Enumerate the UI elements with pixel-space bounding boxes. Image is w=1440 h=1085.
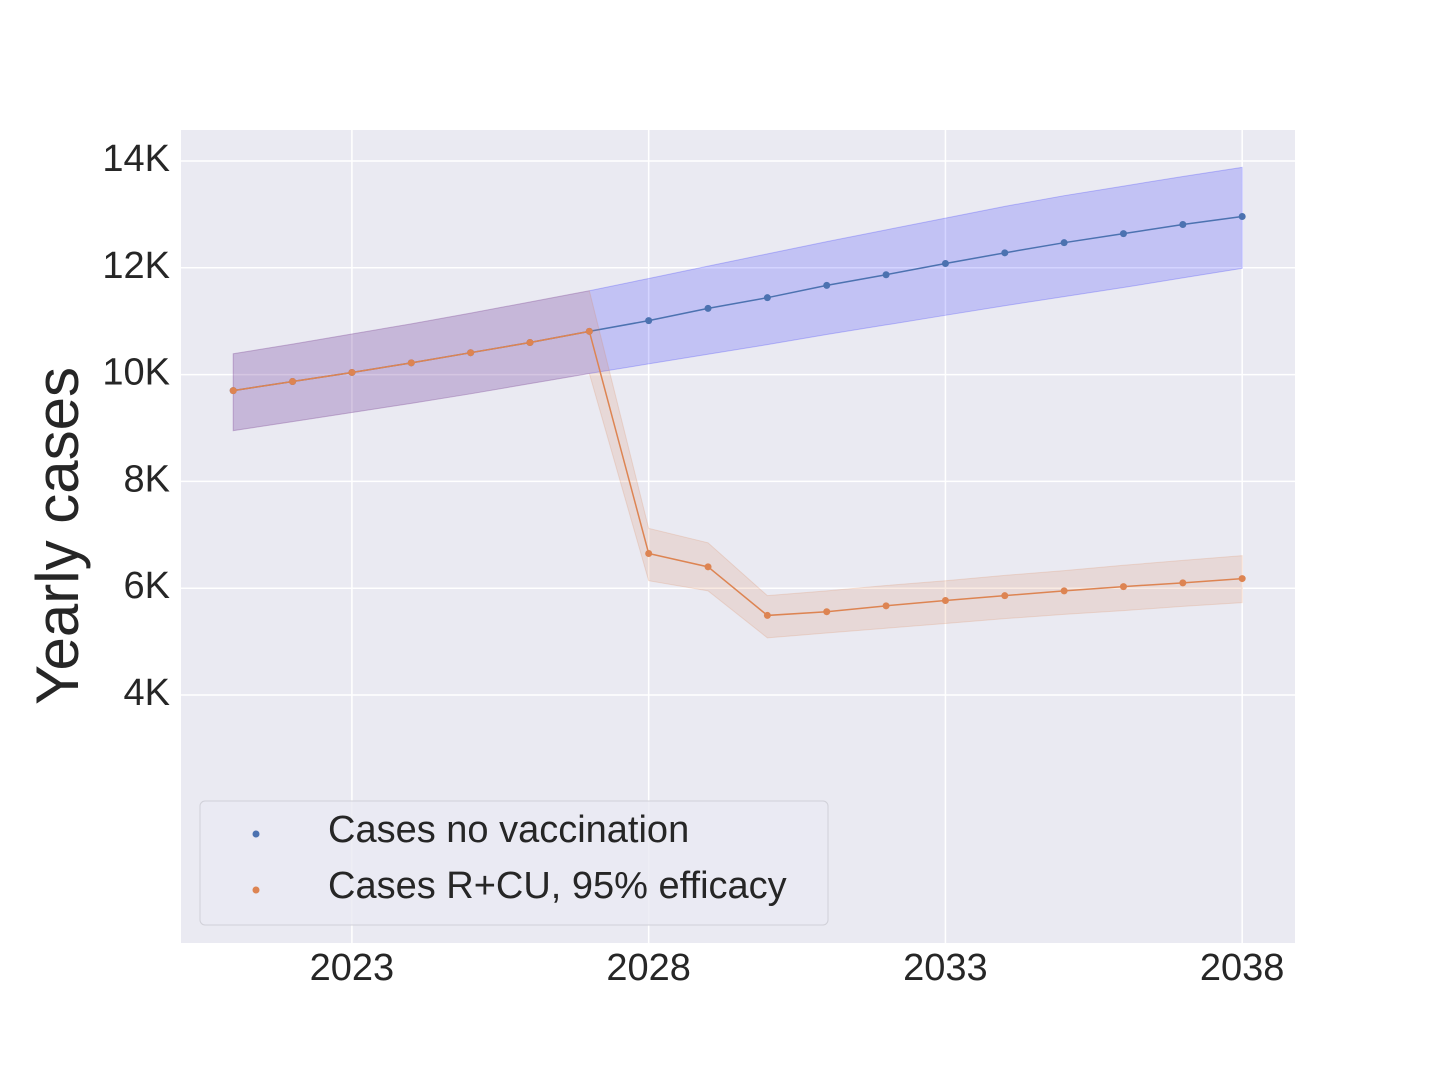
data-point — [229, 387, 237, 395]
y-tick-label: 10K — [102, 352, 170, 394]
y-tick-label: 12K — [102, 245, 170, 287]
confidence-band — [232, 166, 1243, 432]
legend-label: Cases R+CU, 95% efficacy — [328, 865, 787, 907]
data-point — [467, 349, 475, 357]
data-point — [1060, 587, 1068, 595]
x-tick-label: 2038 — [1200, 947, 1285, 989]
data-point — [585, 327, 593, 335]
legend: Cases no vaccination Cases R+CU, 95% effi… — [199, 800, 829, 926]
data-point — [407, 359, 415, 367]
y-tick-label: 4K — [124, 672, 170, 714]
data-point — [1001, 249, 1009, 257]
series-line — [233, 330, 1243, 617]
y-tick-label: 6K — [124, 565, 170, 607]
data-point — [1060, 239, 1068, 247]
x-tick-label: 2023 — [310, 947, 395, 989]
data-point — [882, 271, 890, 279]
data-point — [1238, 575, 1246, 583]
data-point — [823, 608, 831, 616]
data-point — [1119, 583, 1127, 591]
data-point — [1001, 592, 1009, 600]
data-point — [704, 563, 712, 571]
data-point — [882, 602, 890, 610]
data-point — [1119, 230, 1127, 238]
data-point — [704, 304, 712, 312]
data-point — [763, 611, 771, 619]
legend-box — [199, 800, 829, 926]
data-point — [645, 549, 653, 557]
data-point — [289, 378, 297, 386]
data-point — [1238, 213, 1246, 221]
legend-marker — [252, 830, 260, 838]
data-point — [645, 317, 653, 325]
data-point — [1179, 579, 1187, 587]
data-point — [348, 368, 356, 376]
x-tick-label: 2028 — [606, 947, 691, 989]
data-point — [763, 294, 771, 302]
data-point — [941, 596, 949, 604]
legend-marker — [252, 886, 260, 894]
confidence-band — [232, 290, 1243, 639]
y-tick-label: 8K — [124, 458, 170, 500]
data-point — [823, 281, 831, 289]
legend-label: Cases no vaccination — [328, 809, 689, 851]
y-tick-label: 14K — [102, 138, 170, 180]
y-axis-label: Yearly cases — [24, 367, 91, 705]
marks — [229, 166, 1246, 639]
data-point — [1179, 221, 1187, 229]
data-point — [526, 339, 534, 347]
x-tick-label: 2033 — [903, 947, 988, 989]
data-point — [941, 260, 949, 268]
